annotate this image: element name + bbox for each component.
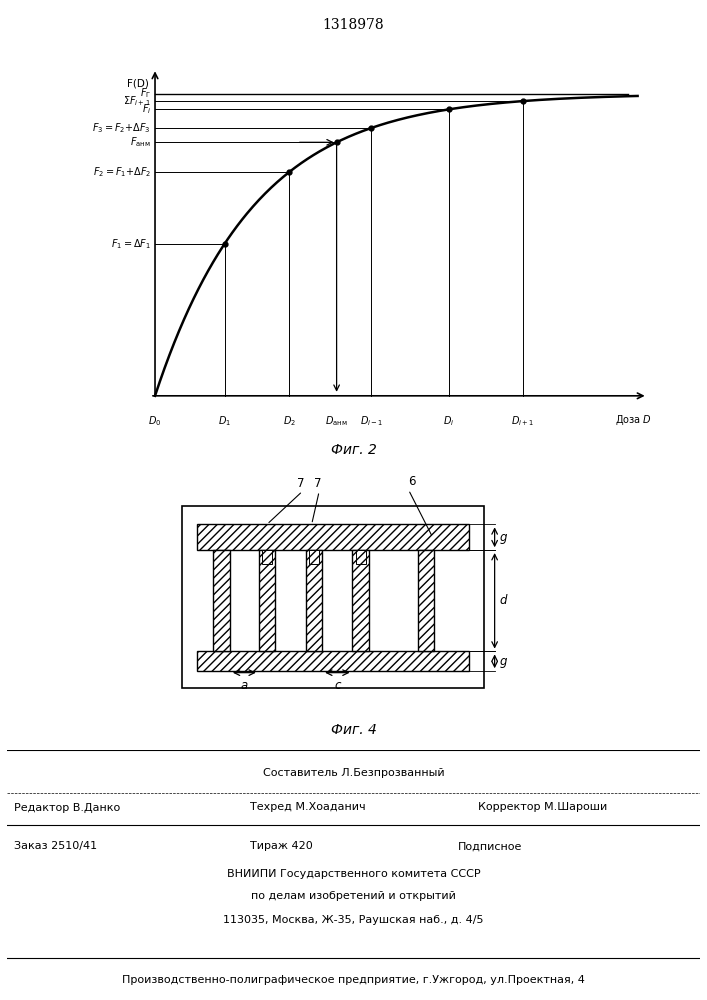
Text: Составитель Л.Безпрозванный: Составитель Л.Безпрозванный (263, 768, 444, 778)
Text: F(D): F(D) (127, 78, 148, 88)
Text: 6: 6 (408, 475, 415, 488)
Text: по делам изобретений и открытий: по делам изобретений и открытий (251, 891, 456, 901)
Text: c: c (334, 679, 341, 692)
Text: $F_1{=}\Delta F_1$: $F_1{=}\Delta F_1$ (111, 237, 151, 251)
Text: $D_{\rm анм}$: $D_{\rm анм}$ (325, 414, 348, 428)
Bar (356, 550, 366, 564)
Text: $\Sigma F_{i+1}$: $\Sigma F_{i+1}$ (124, 94, 151, 108)
Bar (353, 550, 369, 651)
Text: g: g (499, 531, 507, 544)
Text: Заказ 2510/41: Заказ 2510/41 (14, 841, 97, 851)
Bar (418, 550, 434, 651)
Text: Фиг. 2: Фиг. 2 (331, 443, 376, 457)
Text: d: d (499, 594, 507, 607)
Text: Тираж 420: Тираж 420 (250, 841, 312, 851)
Text: Производственно-полиграфическое предприятие, г.Ужгород, ул.Проектная, 4: Производственно-полиграфическое предприя… (122, 975, 585, 985)
Text: $D_2$: $D_2$ (283, 414, 296, 428)
Text: $F_{\rm анм}$: $F_{\rm анм}$ (130, 135, 151, 149)
Text: Техред М.Хоаданич: Техред М.Хоаданич (250, 802, 366, 812)
Text: g: g (499, 655, 507, 668)
Text: $F_\Gamma$: $F_\Gamma$ (140, 87, 151, 100)
Text: a: a (240, 679, 248, 692)
Text: 7: 7 (298, 477, 305, 490)
Text: $F_2{=}F_1{+}\Delta F_2$: $F_2{=}F_1{+}\Delta F_2$ (93, 165, 151, 179)
Text: ВНИИПИ Государственного комитета СССР: ВНИИПИ Государственного комитета СССР (227, 869, 480, 879)
Text: Корректор М.Шароши: Корректор М.Шароши (478, 802, 607, 812)
Text: $D_{i+1}$: $D_{i+1}$ (511, 414, 535, 428)
Text: $D_1$: $D_1$ (218, 414, 231, 428)
Bar (197, 651, 469, 671)
Bar (305, 550, 322, 651)
Text: 1318978: 1318978 (322, 18, 385, 32)
Text: 113035, Москва, Ж-35, Раушская наб., д. 4/5: 113035, Москва, Ж-35, Раушская наб., д. … (223, 915, 484, 925)
Text: 7: 7 (314, 477, 322, 490)
Text: $D_{i-1}$: $D_{i-1}$ (360, 414, 383, 428)
Bar (197, 524, 469, 550)
Text: $F_i$: $F_i$ (141, 103, 151, 116)
Text: Фиг. 4: Фиг. 4 (331, 723, 376, 737)
Bar (214, 550, 230, 651)
Text: $F_3{=}F_2{+}\Delta F_3$: $F_3{=}F_2{+}\Delta F_3$ (93, 121, 151, 135)
Text: Подписное: Подписное (457, 841, 522, 851)
Text: Редактор В.Данко: Редактор В.Данко (14, 802, 120, 813)
Text: $D_i$: $D_i$ (443, 414, 454, 428)
Bar (182, 506, 484, 688)
Text: Доза $D$: Доза $D$ (615, 414, 652, 427)
Text: $D_0$: $D_0$ (148, 414, 162, 428)
Bar (309, 550, 319, 564)
Bar (259, 550, 275, 651)
Bar (262, 550, 272, 564)
